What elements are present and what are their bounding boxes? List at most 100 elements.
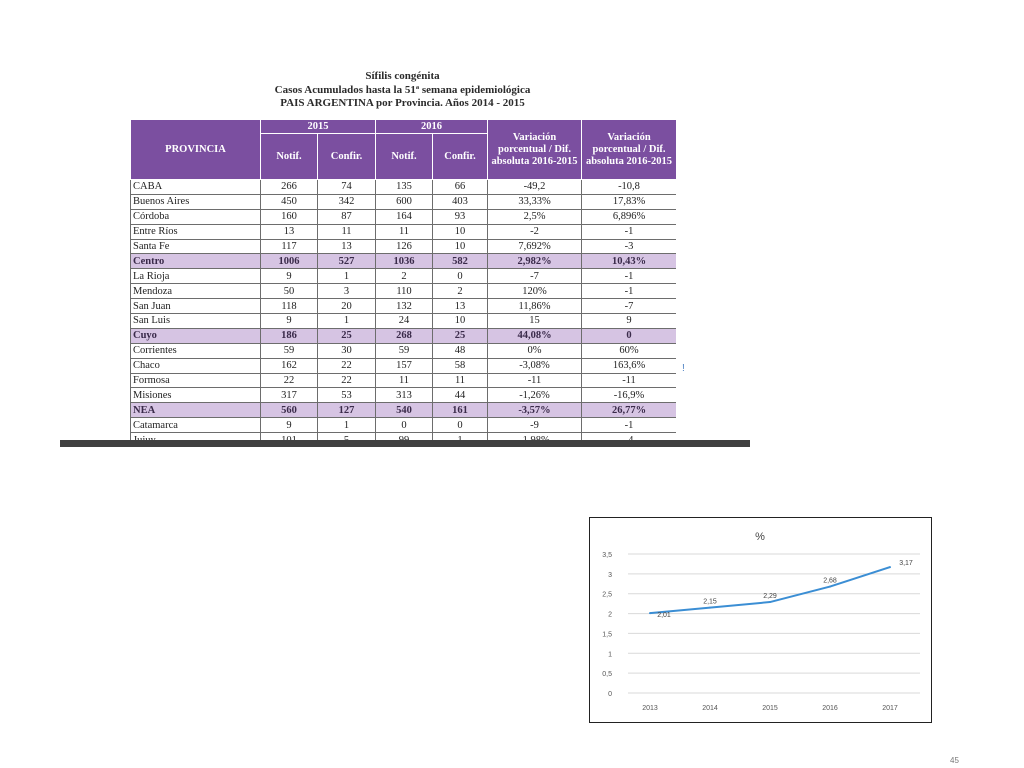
notif-2015-cell: 160 — [260, 208, 318, 225]
y-tick-label: 3 — [608, 572, 612, 579]
notif-2015-cell: 560 — [260, 402, 318, 419]
confir-2016-cell: 10 — [432, 238, 488, 255]
x-tick-label: 2016 — [822, 705, 838, 712]
data-label: 2,29 — [763, 593, 777, 600]
variation-1-cell: -11 — [487, 372, 582, 389]
variation-1-cell: 2,982% — [487, 253, 582, 270]
notif-2015-cell: 117 — [260, 238, 318, 255]
confir-2015-cell: 11 — [317, 223, 376, 240]
data-point — [649, 612, 651, 615]
confir-2016-cell: 44 — [432, 387, 488, 404]
region-row: Centro 1006 527 1036 582 2,982% 10,43% — [130, 253, 676, 270]
variation-1-cell: -3,57% — [487, 402, 582, 419]
province-cell: San Juan — [130, 298, 261, 315]
notif-2016-cell: 126 — [375, 238, 433, 255]
province-cell: La Rioja — [130, 268, 261, 285]
confir-2015-cell: 3 — [317, 283, 376, 300]
confir-2016-cell: 48 — [432, 342, 488, 359]
confir-2015-cell: 74 — [317, 179, 376, 195]
province-cell: Centro — [130, 253, 261, 270]
data-point — [769, 601, 771, 604]
variation-2-cell: 9 — [581, 313, 676, 329]
notif-2016-cell: 2 — [375, 268, 433, 285]
variation-1-cell: 0% — [487, 342, 582, 359]
table-row: Chaco 162 22 157 58 -3,08% 163,6% — [130, 357, 676, 374]
province-cell: Jujuy — [130, 432, 261, 440]
variation-1-cell: -1,26% — [487, 387, 582, 404]
notif-2016-cell: 600 — [375, 193, 433, 210]
notif-2015-cell: 9 — [260, 313, 318, 329]
table-row: Entre Ríos 13 11 11 10 -2 -1 — [130, 223, 676, 240]
table-row: Córdoba 160 87 164 93 2,5% 6,896% — [130, 208, 676, 225]
notif-2016-cell: 24 — [375, 313, 433, 329]
table-body: CABA 266 74 135 66 -49,2 -10,8 Buenos Aires 450 3… — [130, 179, 676, 440]
province-cell: Entre Ríos — [130, 223, 261, 240]
notif-2016-cell: 164 — [375, 208, 433, 225]
confir-2016-cell: 0 — [432, 268, 488, 285]
notif-2016-cell: 313 — [375, 387, 433, 404]
confir-2016-cell: 10 — [432, 313, 488, 329]
confir-2015-cell: 5 — [317, 432, 376, 440]
notif-2015-cell: 266 — [260, 179, 318, 195]
x-tick-label: 2013 — [642, 705, 658, 712]
variation-2-cell: -1 — [581, 268, 676, 285]
variation-1-cell: -49,2 — [487, 179, 582, 195]
confir-2016-cell: 0 — [432, 417, 488, 434]
confir-2016-cell: 66 — [432, 179, 488, 195]
variation-2-cell: 60% — [581, 342, 676, 359]
table-row: Santa Fe 117 13 126 10 7,692% -3 — [130, 238, 676, 255]
notif-2016-cell: 0 — [375, 417, 433, 434]
x-tick-label: 2015 — [762, 705, 778, 712]
notif-2015-cell: 50 — [260, 283, 318, 300]
variation-2-cell: 26,77% — [581, 402, 676, 419]
confir-2016-cell: 93 — [432, 208, 488, 225]
header-confir-2015: Confir. — [317, 133, 376, 180]
variation-2-cell: -1 — [581, 283, 676, 300]
notif-2015-cell: 317 — [260, 387, 318, 404]
confir-2015-cell: 13 — [317, 238, 376, 255]
notif-2016-cell: 132 — [375, 298, 433, 315]
notif-2016-cell: 135 — [375, 179, 433, 195]
confir-2015-cell: 342 — [317, 193, 376, 210]
variation-1-cell: -1,98% — [487, 432, 582, 440]
province-cell: Chaco — [130, 357, 261, 374]
header-confir-2016: Confir. — [432, 133, 488, 180]
variation-1-cell: 2,5% — [487, 208, 582, 225]
confir-2016-cell: 10 — [432, 223, 488, 240]
header-variation-2: Variación porcentual / Dif. absoluta 201… — [581, 119, 676, 180]
confir-2016-cell: 582 — [432, 253, 488, 270]
data-point — [709, 606, 711, 609]
table-title-line-3: PAIS ARGENTINA por Provincia. Años 2014 … — [280, 97, 525, 109]
region-row: NEA 560 127 540 161 -3,57% 26,77% — [130, 402, 676, 419]
table-row: CABA 266 74 135 66 -49,2 -10,8 — [130, 179, 676, 195]
confir-2015-cell: 127 — [317, 402, 376, 419]
variation-2-cell: -7 — [581, 298, 676, 315]
data-point — [829, 585, 831, 588]
data-label: 2,01 — [657, 612, 671, 619]
slide-number: 45 — [950, 756, 959, 765]
notif-2015-cell: 118 — [260, 298, 318, 315]
data-label: 2,15 — [703, 599, 717, 606]
confir-2015-cell: 22 — [317, 372, 376, 389]
province-cell: CABA — [130, 179, 261, 195]
province-cell: Córdoba — [130, 208, 261, 225]
data-point — [889, 566, 891, 569]
y-tick-label: 0,5 — [602, 671, 612, 678]
variation-1-cell: -3,08% — [487, 357, 582, 374]
variation-2-cell: -1 — [581, 223, 676, 240]
table-title: Sífilis congénita Casos Acumulados hasta… — [130, 70, 675, 111]
province-cell: Misiones — [130, 387, 261, 404]
confir-2015-cell: 1 — [317, 417, 376, 434]
notif-2016-cell: 11 — [375, 372, 433, 389]
notif-2016-cell: 157 — [375, 357, 433, 374]
table-row: Formosa 22 22 11 11 -11 -11 — [130, 372, 676, 389]
notif-2015-cell: 101 — [260, 432, 318, 440]
confir-2016-cell: 25 — [432, 327, 488, 344]
chart-svg: % 0 0,5 1 1,5 2 2,5 3 3,5 2013 2014 2015 2016 2017 2,0… — [602, 531, 920, 712]
variation-2-cell: -4 — [581, 432, 676, 440]
stray-mark: ! — [682, 363, 685, 374]
confir-2015-cell: 30 — [317, 342, 376, 359]
notif-2016-cell: 1036 — [375, 253, 433, 270]
province-cell: Buenos Aires — [130, 193, 261, 210]
confir-2016-cell: 403 — [432, 193, 488, 210]
